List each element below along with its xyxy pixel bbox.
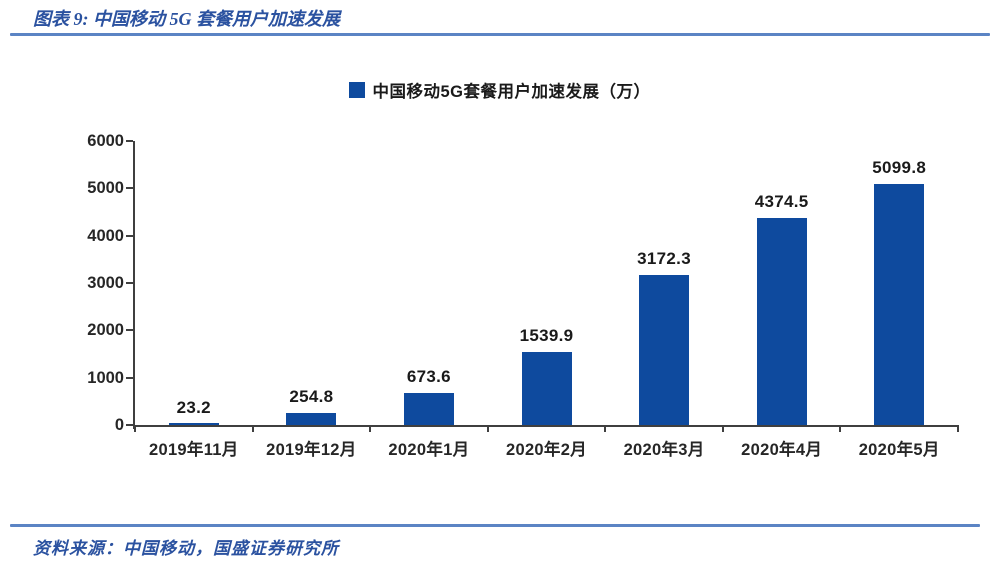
chart-legend: 中国移动5G套餐用户加速发展（万） [0,78,1000,102]
x-axis-label: 2019年11月 [149,441,239,459]
x-axis-tick [134,427,136,432]
x-axis-label: 2020年3月 [623,441,705,459]
bar-value-label: 3172.3 [637,248,691,268]
x-axis-label: 2020年1月 [388,441,470,459]
x-axis-label: 2020年4月 [741,441,823,459]
legend-series-label: 中国移动5G套餐用户加速发展（万） [372,83,651,101]
bar [756,217,807,427]
legend-color-swatch [349,82,366,98]
bar [286,412,337,427]
figure-title: 图表 9: 中国移动 5G 套餐用户加速发展 [33,9,340,29]
y-axis-label: 3000 [87,274,124,292]
y-axis-tick [126,329,133,332]
bar-value-label: 4374.5 [754,191,809,211]
x-axis-label: 2019年12月 [266,441,357,459]
bar-value-label: 1539.9 [519,326,574,346]
x-axis-label: 2020年2月 [506,441,587,459]
y-axis-tick [126,140,133,142]
y-axis-tick [126,282,133,284]
source-note: 资料来源：中国移动，国盛证券研究所 [33,539,339,558]
y-axis-tick [126,424,133,426]
bar [521,352,572,427]
y-axis-label: 6000 [87,132,124,150]
y-axis-tick [126,234,133,237]
x-axis-tick [369,427,372,432]
bottom-divider-line [10,524,980,527]
y-axis-tick [126,187,133,190]
bar-value-label: 5099.8 [872,157,927,177]
y-axis-line [133,141,135,429]
x-axis-line [133,425,959,427]
y-axis-label: 4000 [87,226,124,245]
y-axis-label: 0 [114,416,124,434]
x-axis-tick [721,427,724,432]
x-axis-tick [251,427,254,432]
bar-value-label: 254.8 [289,386,334,406]
y-axis-label: 5000 [87,179,124,198]
bar-value-label: 673.6 [406,367,451,387]
bar-value-label: 23.2 [176,397,211,417]
y-axis-label: 2000 [87,321,124,340]
x-axis-tick [957,427,959,432]
x-axis-tick [839,427,842,432]
x-axis-tick [604,427,607,432]
bar [639,274,690,427]
x-axis-label: 2020年5月 [858,441,940,459]
y-axis-label: 1000 [87,368,124,387]
x-axis-tick [486,427,489,432]
top-divider-line [10,33,990,36]
bar [874,183,925,427]
y-axis-tick [126,376,133,379]
bar [403,393,454,427]
